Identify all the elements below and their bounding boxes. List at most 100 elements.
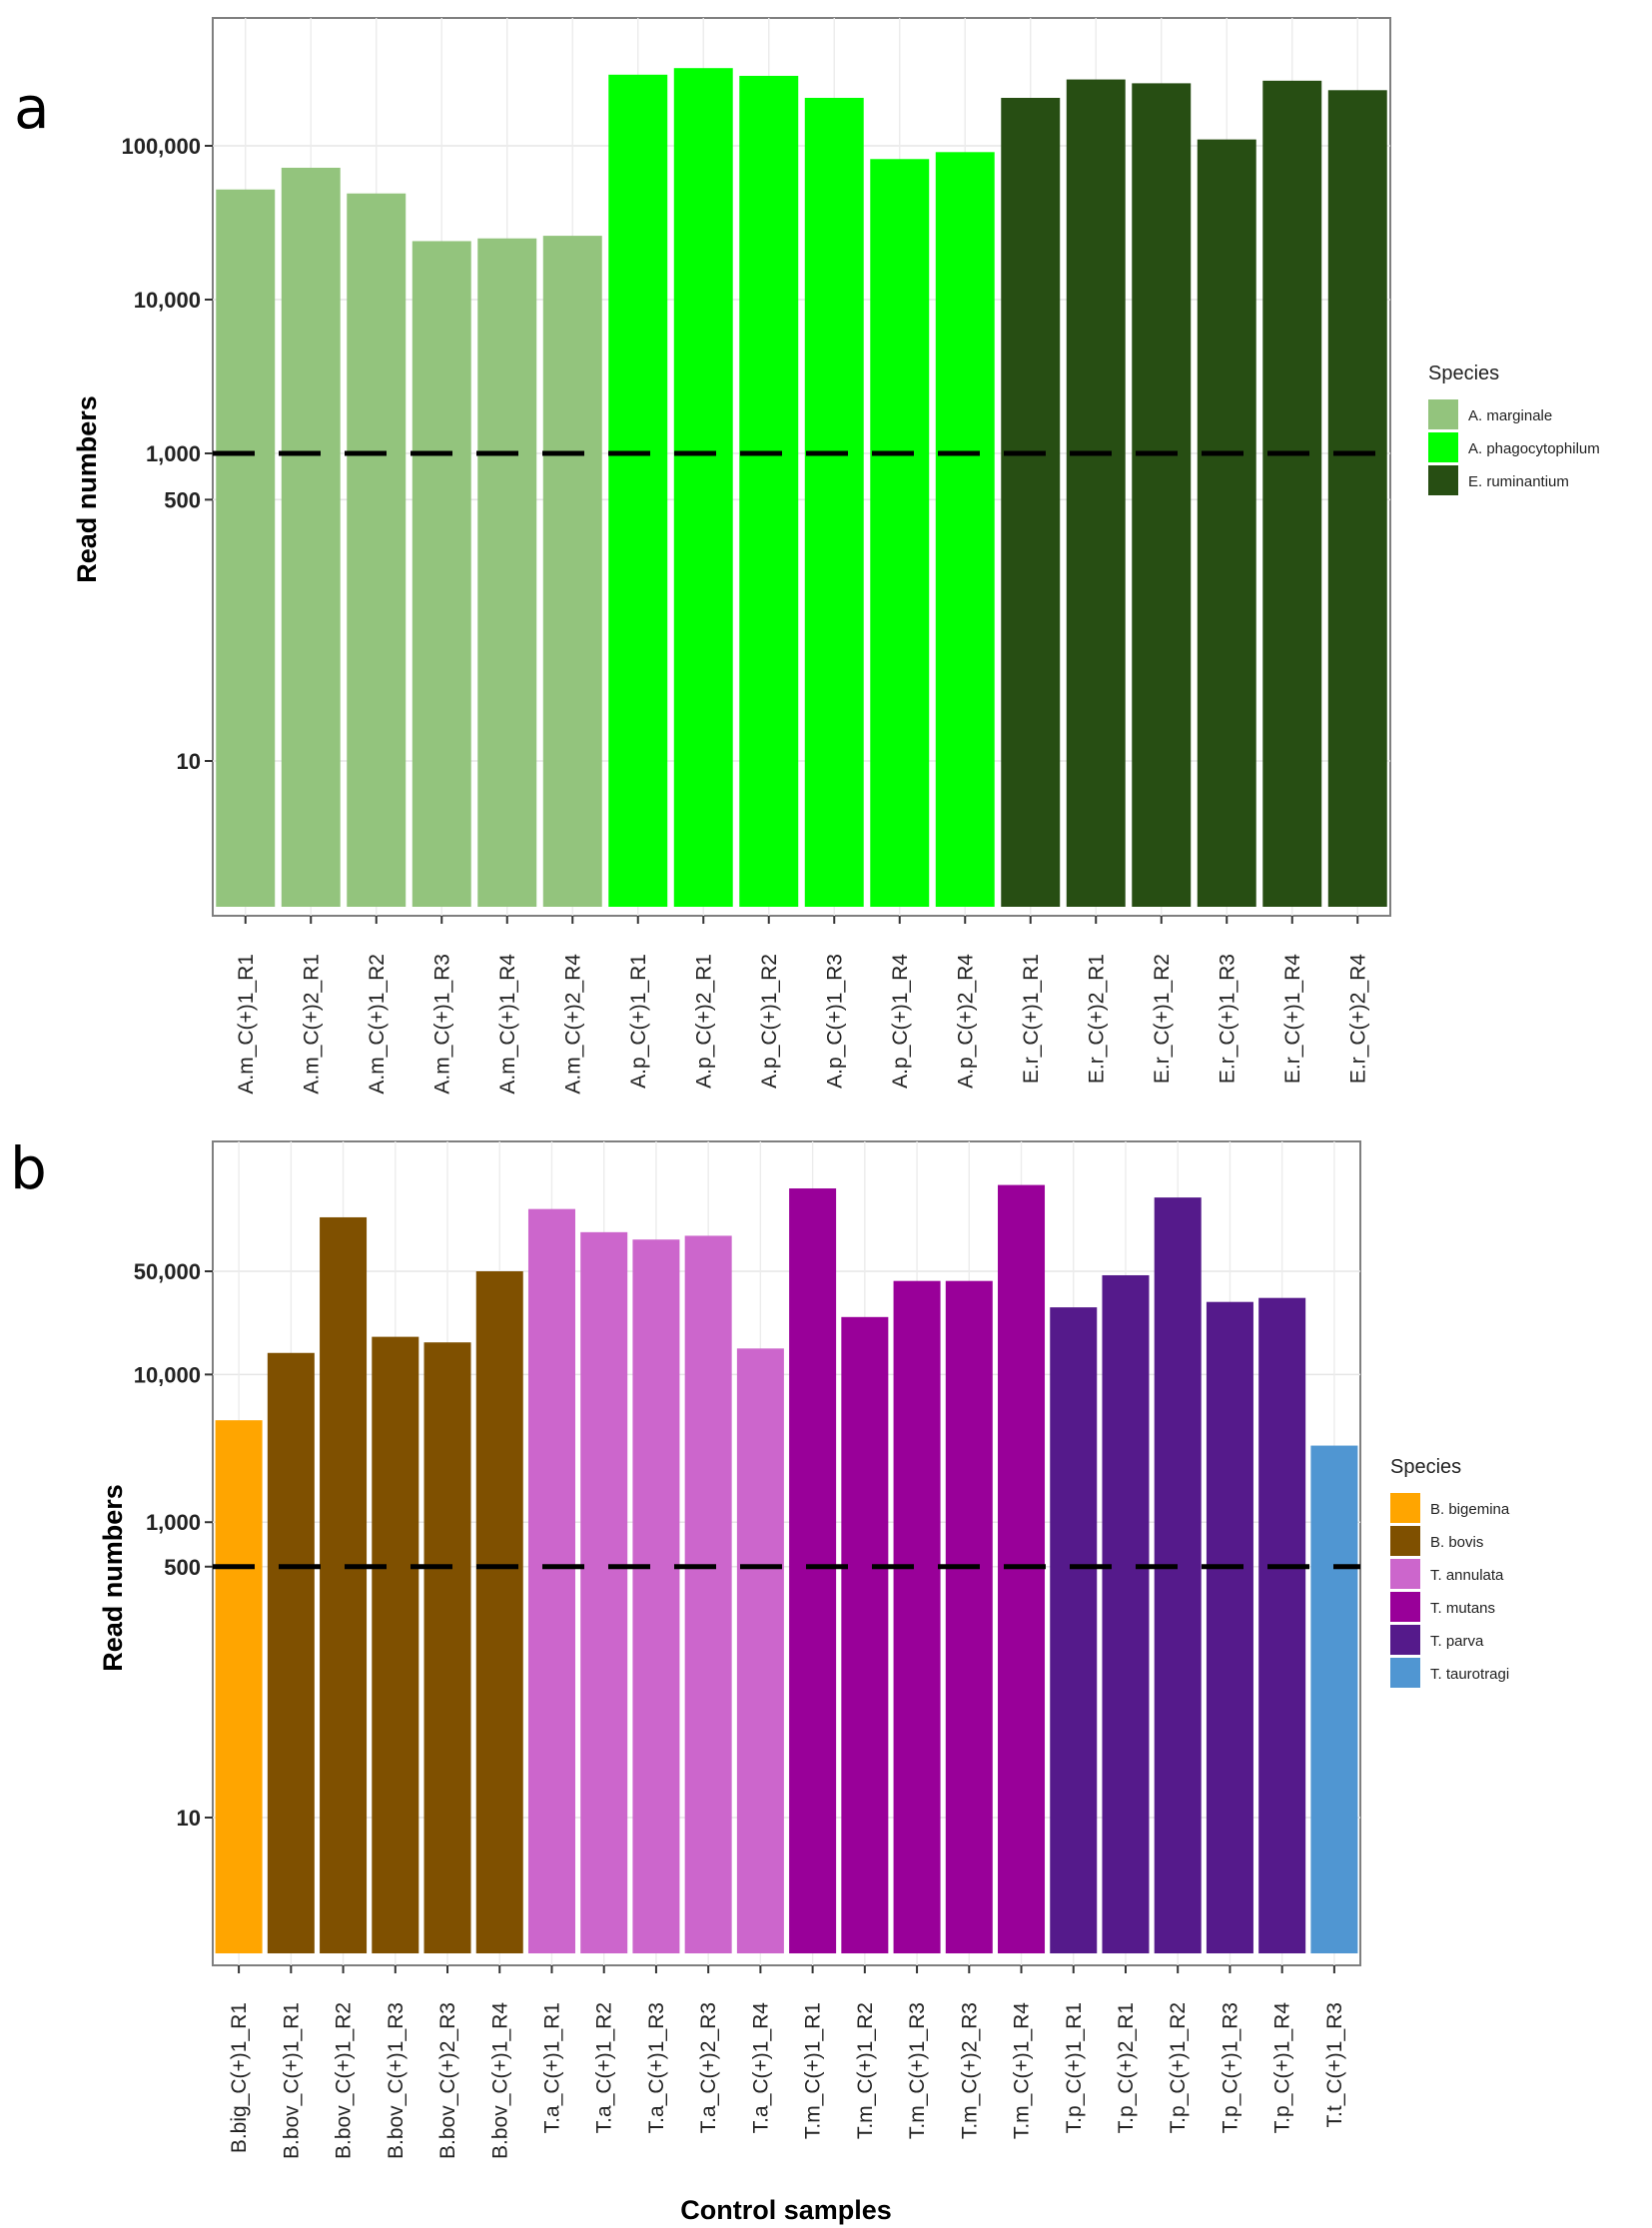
x-tick-label: T.m_C(+)1_R1 [802, 2002, 825, 2139]
x-axis-title: Control samples [680, 2195, 892, 2225]
bar-A.p_C(+)1_R2 [739, 75, 799, 908]
x-tick-label: T.a_C(+)1_R1 [540, 2002, 563, 2133]
bar-A.m_C(+)2_R1 [281, 167, 341, 907]
bar-B.bov_C(+)1_R2 [320, 1216, 368, 1953]
bar-E.r_C(+)1_R1 [1001, 97, 1061, 907]
x-tick-label: E.r_C(+)2_R4 [1346, 954, 1369, 1084]
x-ticks-b: B.big_C(+)1_R1 B.bov_C(+)1_R1 B.bov_C(+)1_… [228, 1965, 1346, 2159]
bar-T.m_C(+)1_R4 [998, 1184, 1046, 1953]
x-tick-label: T.a_C(+)1_R4 [749, 2002, 772, 2134]
bar-T.p_C(+)1_R1 [1050, 1307, 1098, 1953]
legend-label: T. parva [1430, 1633, 1484, 1650]
x-tick-label: A.m_C(+)2_R4 [561, 954, 584, 1095]
x-tick-label: A.p_C(+)1_R4 [889, 954, 912, 1089]
bar-T.p_C(+)1_R3 [1206, 1301, 1253, 1953]
bar-T.a_C(+)2_R3 [684, 1235, 732, 1953]
bar-A.m_C(+)1_R3 [412, 241, 471, 908]
x-tick-label: T.a_C(+)1_R2 [593, 2002, 616, 2133]
bar-A.p_C(+)1_R3 [804, 97, 864, 907]
legend-swatch [1390, 1658, 1420, 1688]
legend-label: T. taurotragi [1430, 1666, 1509, 1683]
x-tick-label: T.a_C(+)1_R3 [645, 2002, 668, 2133]
y-tick-label: 10,000 [134, 288, 201, 313]
legend-swatch [1390, 1559, 1420, 1589]
legend-swatch [1390, 1526, 1420, 1556]
bar-B.bov_C(+)1_R3 [372, 1336, 419, 1953]
bar-T.p_C(+)1_R4 [1258, 1297, 1306, 1953]
bar-A.p_C(+)2_R1 [673, 68, 733, 907]
bar-B.bov_C(+)2_R3 [423, 1342, 471, 1953]
x-tick-label: B.bov_C(+)1_R1 [280, 2002, 303, 2159]
x-tick-label: T.t_C(+)1_R3 [1323, 2002, 1346, 2127]
y-axis-title-a: Read numbers [72, 395, 102, 583]
x-tick-label: A.m_C(+)1_R4 [496, 954, 519, 1095]
bars-a [216, 68, 1387, 908]
legend-label: A. phagocytophilum [1468, 440, 1600, 457]
panel-label-a: a [14, 74, 50, 142]
bar-B.big_C(+)1_R1 [215, 1420, 263, 1953]
bars-b [215, 1184, 1358, 1953]
bar-A.m_C(+)1_R2 [347, 193, 407, 907]
y-tick-label: 10,000 [134, 1362, 201, 1387]
bar-B.bov_C(+)1_R1 [267, 1352, 315, 1953]
x-ticks-a: A.m_C(+)1_R1 A.m_C(+)2_R1 A.m_C(+)1_R2 A.m_… [235, 916, 1369, 1095]
bar-T.m_C(+)2_R3 [945, 1280, 993, 1953]
x-tick-label: T.m_C(+)1_R2 [854, 2002, 877, 2139]
x-tick-label: A.p_C(+)2_R1 [692, 954, 715, 1089]
x-tick-label: B.bov_C(+)1_R4 [488, 2002, 511, 2159]
x-tick-label: B.bov_C(+)1_R2 [333, 2002, 356, 2159]
legend-label: B. bovis [1430, 1534, 1483, 1551]
y-tick-label: 500 [164, 1555, 201, 1580]
bar-A.p_C(+)1_R4 [870, 159, 930, 908]
bar-T.a_C(+)1_R2 [580, 1231, 628, 1953]
x-tick-label: T.m_C(+)2_R3 [958, 2002, 981, 2139]
bar-A.m_C(+)2_R4 [542, 236, 602, 907]
legend-label: E. ruminantium [1468, 473, 1569, 490]
bar-T.p_C(+)2_R1 [1102, 1274, 1150, 1953]
bar-T.m_C(+)1_R2 [841, 1316, 889, 1953]
x-tick-label: E.r_C(+)1_R1 [1020, 954, 1043, 1084]
bar-E.r_C(+)1_R2 [1132, 83, 1192, 907]
y-tick-label: 100,000 [121, 134, 201, 159]
plot-area-a [212, 17, 1391, 917]
bar-B.bov_C(+)1_R4 [475, 1271, 523, 1953]
bar-T.a_C(+)1_R3 [632, 1239, 680, 1953]
x-tick-label: A.m_C(+)1_R2 [366, 954, 389, 1095]
legend-swatch [1390, 1592, 1420, 1622]
legend-a: Species A. marginale A. phagocytophilum E.… [1428, 363, 1600, 495]
x-tick-label: T.m_C(+)1_R4 [1011, 2002, 1034, 2139]
x-tick-label: A.p_C(+)2_R4 [954, 954, 977, 1089]
x-tick-label: T.p_C(+)1_R2 [1167, 2002, 1190, 2133]
x-tick-label: A.m_C(+)1_R3 [430, 954, 453, 1095]
legend-label: T. annulata [1430, 1567, 1504, 1584]
y-tick-label: 10 [177, 749, 201, 774]
bar-A.p_C(+)1_R1 [608, 74, 668, 907]
bar-T.m_C(+)1_R1 [789, 1188, 837, 1953]
legend-title-b: Species [1390, 1456, 1461, 1478]
x-tick-label: E.r_C(+)1_R4 [1281, 954, 1304, 1084]
y-tick-label: 1,000 [146, 441, 201, 466]
y-ticks-a: 10 500 1,000 10,000 100,000 [121, 134, 213, 774]
bar-T.t_C(+)1_R3 [1310, 1445, 1358, 1953]
legend-swatch [1428, 399, 1458, 429]
x-tick-label: T.p_C(+)2_R1 [1115, 2002, 1138, 2133]
x-tick-label: T.m_C(+)1_R3 [906, 2002, 929, 2139]
x-tick-label: T.p_C(+)1_R4 [1271, 2002, 1294, 2134]
bar-A.m_C(+)1_R4 [477, 238, 537, 908]
x-tick-label: T.p_C(+)1_R3 [1219, 2002, 1241, 2133]
x-tick-label: T.p_C(+)1_R1 [1063, 2002, 1086, 2133]
bar-T.a_C(+)1_R1 [527, 1208, 575, 1953]
bar-A.p_C(+)2_R4 [935, 152, 995, 908]
bar-A.m_C(+)1_R1 [216, 189, 276, 908]
legend-swatch [1428, 465, 1458, 495]
x-tick-label: E.r_C(+)1_R2 [1151, 954, 1174, 1084]
legend-b: Species B. bigemina B. bovis T. annulata T.… [1390, 1456, 1510, 1688]
legend-swatch [1390, 1625, 1420, 1655]
x-tick-label: A.p_C(+)1_R1 [627, 954, 650, 1089]
x-tick-label: B.big_C(+)1_R1 [228, 2002, 251, 2153]
bar-E.r_C(+)2_R4 [1327, 90, 1387, 907]
x-tick-label: B.bov_C(+)1_R3 [385, 2002, 408, 2159]
legend-label: A. marginale [1468, 407, 1552, 424]
